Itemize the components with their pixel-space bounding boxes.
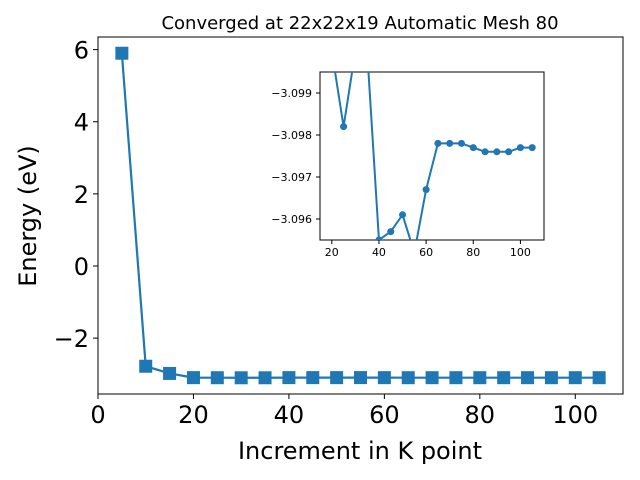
main-x-tick-label: 0 bbox=[90, 401, 105, 429]
main-data-point bbox=[354, 371, 367, 385]
main-data-point bbox=[568, 371, 582, 385]
main-data-point bbox=[330, 371, 344, 385]
main-y-tick-label: 4 bbox=[74, 109, 89, 137]
inset-data-point bbox=[399, 211, 407, 219]
main-y-tick-label: 6 bbox=[74, 37, 89, 65]
main-x-tick-label: 20 bbox=[178, 401, 209, 429]
main-x-tick-label: 100 bbox=[552, 401, 598, 429]
inset-data-point bbox=[375, 236, 383, 240]
main-data-point bbox=[186, 371, 200, 385]
inset-x-tick-label: 100 bbox=[510, 246, 531, 259]
main-data-point bbox=[258, 371, 272, 385]
inset-frame bbox=[319, 71, 545, 241]
inset-y-tick-label: −3.096 bbox=[271, 213, 312, 226]
inset-data-point bbox=[481, 148, 489, 156]
inset-y-tick-label: −3.097 bbox=[271, 171, 312, 184]
main-data-point bbox=[306, 371, 320, 385]
inset-data-point bbox=[387, 228, 395, 236]
main-data-point bbox=[377, 371, 391, 385]
inset-plot: 20 40 60 80 100 −3.096 −3.097 −3.098 −3.099 bbox=[271, 71, 545, 259]
main-y-tick-label: 0 bbox=[74, 253, 89, 281]
inset-x-tick-label: 60 bbox=[419, 246, 433, 259]
main-y-tick-label: 2 bbox=[74, 181, 89, 209]
inset-x-tick-label: 40 bbox=[372, 246, 386, 259]
main-data-point bbox=[210, 371, 224, 385]
main-x-tick-label: 60 bbox=[369, 401, 400, 429]
main-data-point bbox=[163, 366, 177, 380]
inset-y-tick-label: −3.098 bbox=[271, 129, 312, 142]
inset-data-point bbox=[340, 123, 348, 131]
main-data-point bbox=[425, 371, 439, 385]
main-data-point bbox=[115, 46, 129, 60]
inset-data-point bbox=[516, 144, 524, 152]
main-data-point bbox=[592, 371, 606, 385]
main-data-point bbox=[282, 371, 296, 385]
inset-data-point bbox=[469, 144, 477, 152]
x-axis-label: Increment in K point bbox=[238, 437, 482, 465]
chart-title: Converged at 22x22x19 Automatic Mesh 80 bbox=[161, 13, 558, 34]
main-data-point bbox=[401, 371, 415, 385]
inset-data-point bbox=[457, 139, 465, 147]
main-data-point bbox=[234, 371, 248, 385]
inset-y-tick-label: −3.099 bbox=[271, 87, 312, 100]
inset-data-point bbox=[528, 144, 536, 152]
inset-data-point bbox=[493, 148, 501, 156]
y-axis-label: Energy (eV) bbox=[14, 145, 42, 287]
main-data-point bbox=[139, 359, 153, 373]
main-x-tick-label: 80 bbox=[465, 401, 496, 429]
main-y-tick-label: −2 bbox=[54, 325, 89, 353]
main-data-point bbox=[521, 371, 535, 385]
inset-data-point bbox=[446, 139, 454, 147]
inset-x-tick-label: 20 bbox=[325, 246, 339, 259]
inset-data-point bbox=[422, 186, 430, 194]
inset-x-tick-label: 80 bbox=[466, 246, 480, 259]
main-data-point bbox=[473, 371, 487, 385]
main-data-point bbox=[449, 371, 463, 385]
main-data-point bbox=[544, 371, 558, 385]
inset-data-point bbox=[434, 139, 442, 147]
main-data-point bbox=[497, 371, 511, 385]
inset-data-point bbox=[505, 148, 513, 156]
main-x-tick-label: 40 bbox=[274, 401, 305, 429]
